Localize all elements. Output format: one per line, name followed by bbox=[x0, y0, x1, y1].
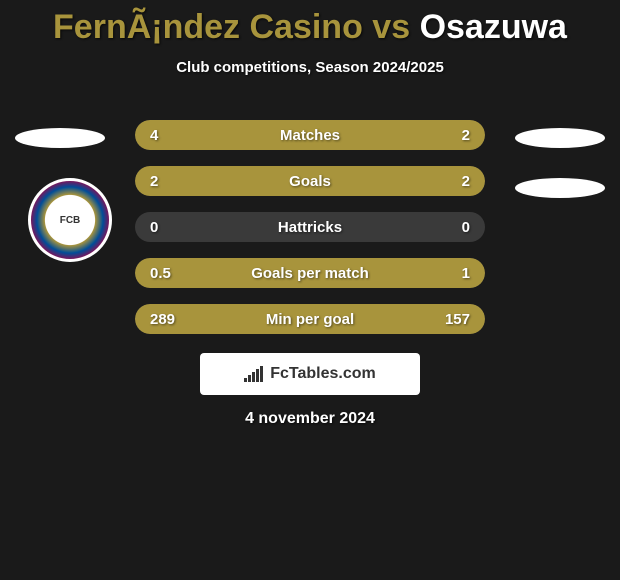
stat-label: Hattricks bbox=[135, 219, 485, 236]
stat-value-right: 2 bbox=[462, 127, 470, 144]
player-right-avatar-placeholder bbox=[515, 128, 605, 148]
stat-label: Goals per match bbox=[135, 265, 485, 282]
comparison-title: FernÃ¡ndez Casino vs Osazuwa bbox=[0, 0, 620, 47]
stat-label: Matches bbox=[135, 127, 485, 144]
chart-icon bbox=[244, 366, 264, 382]
stat-value-right: 2 bbox=[462, 173, 470, 190]
stat-row: 2Goals2 bbox=[135, 166, 485, 196]
vs-text: vs bbox=[372, 8, 410, 46]
player-left-name: FernÃ¡ndez Casino bbox=[53, 8, 363, 46]
club-left-badge: FCB bbox=[28, 178, 112, 262]
stat-value-right: 1 bbox=[462, 265, 470, 282]
brand-footer-box: FcTables.com bbox=[200, 353, 420, 395]
brand-name: FcTables.com bbox=[270, 365, 376, 383]
stats-container: 4Matches22Goals20Hattricks00.5Goals per … bbox=[135, 120, 485, 350]
stat-label: Goals bbox=[135, 173, 485, 190]
club-right-badge-placeholder bbox=[515, 178, 605, 198]
player-left-avatar-placeholder bbox=[15, 128, 105, 148]
stat-value-right: 157 bbox=[445, 311, 470, 328]
stat-row: 0Hattricks0 bbox=[135, 212, 485, 242]
subtitle-text: Club competitions, Season 2024/2025 bbox=[0, 59, 620, 76]
date-label: 4 november 2024 bbox=[0, 410, 620, 428]
stat-label: Min per goal bbox=[135, 311, 485, 328]
stat-row: 4Matches2 bbox=[135, 120, 485, 150]
player-right-name: Osazuwa bbox=[420, 8, 567, 46]
stat-value-right: 0 bbox=[462, 219, 470, 236]
stat-row: 0.5Goals per match1 bbox=[135, 258, 485, 288]
stat-row: 289Min per goal157 bbox=[135, 304, 485, 334]
club-badge-text: FCB bbox=[60, 215, 81, 226]
